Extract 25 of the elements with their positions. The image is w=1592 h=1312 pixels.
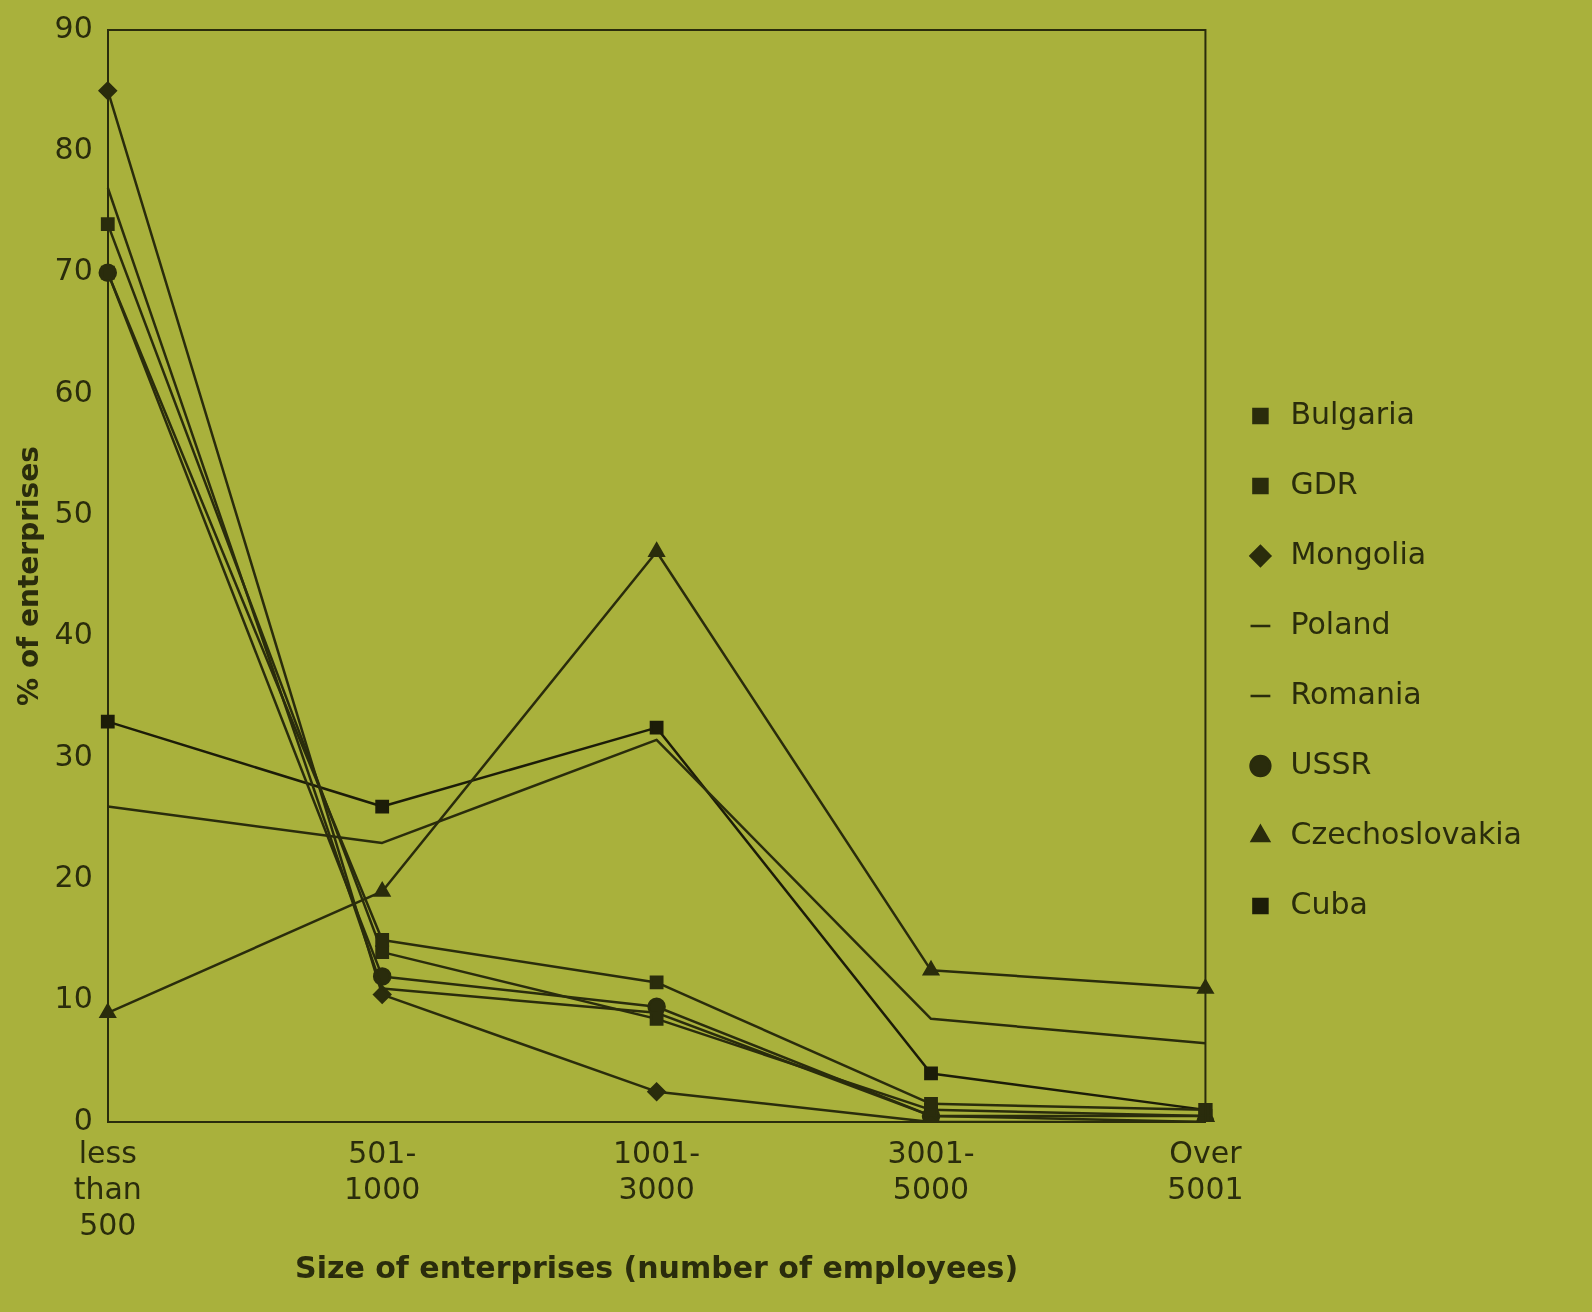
y-tick-label: 60 <box>54 373 93 409</box>
x-tick-label: less than 500 <box>73 1134 142 1242</box>
legend-label: Poland <box>1290 605 1391 641</box>
x-tick-label: Over 5001 <box>1167 1134 1244 1206</box>
y-tick-label: 20 <box>54 859 93 895</box>
y-tick-label: 80 <box>54 131 93 167</box>
y-axis-title: % of enterprises <box>12 446 46 706</box>
y-tick-label: 30 <box>54 737 93 773</box>
y-tick-label: 50 <box>54 495 93 531</box>
legend-label: Bulgaria <box>1290 395 1415 431</box>
x-tick-label: 3001-5000 <box>887 1134 975 1206</box>
y-tick-label: 40 <box>54 616 93 652</box>
y-tick-label: 10 <box>54 980 93 1016</box>
x-tick-label: 1001-3000 <box>613 1134 701 1206</box>
legend-label: Romania <box>1290 675 1422 711</box>
y-tick-label: 70 <box>54 252 93 288</box>
y-tick-label: 90 <box>54 9 93 45</box>
x-axis-title: Size of enterprises (number of employees) <box>295 1249 1019 1285</box>
y-tick-label: 0 <box>73 1101 93 1137</box>
x-tick-label: 501-1000 <box>344 1134 421 1206</box>
legend-label: Cuba <box>1290 885 1368 921</box>
legend-label: GDR <box>1290 465 1358 501</box>
legend-label: Czechoslovakia <box>1290 815 1522 851</box>
legend-label: USSR <box>1290 745 1372 781</box>
legend-label: Mongolia <box>1290 535 1427 571</box>
